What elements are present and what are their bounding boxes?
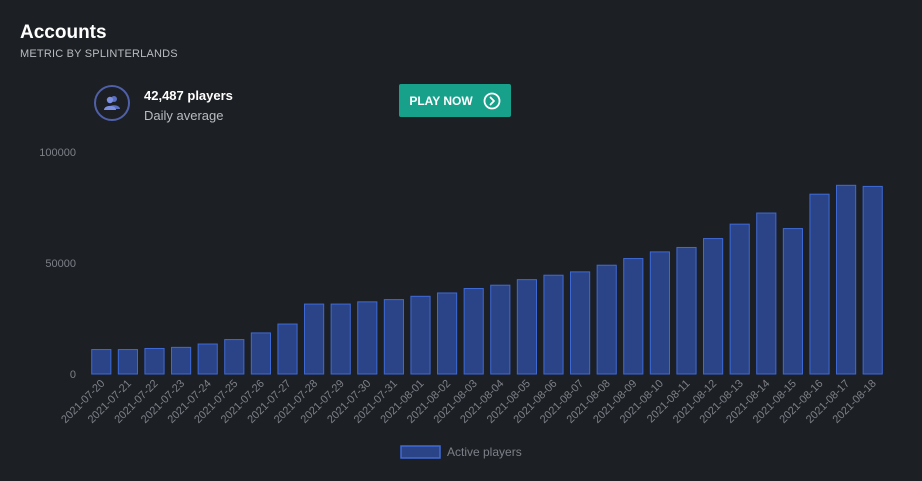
bar[interactable] [703,238,724,375]
users-icon [94,85,130,121]
daily-average-value: 42,487 players [144,88,233,103]
bar[interactable] [809,193,830,375]
legend: Active players [400,445,522,459]
y-tick-label: 50000 [45,258,76,270]
y-tick-label: 0 [70,369,76,381]
daily-average-label: Daily average [144,108,224,123]
bar[interactable] [729,223,750,375]
x-axis: 2021-07-202021-07-212021-07-222021-07-23… [59,378,879,426]
page-subtitle: METRIC BY SPLINTERLANDS [20,48,178,60]
bar[interactable] [224,339,245,375]
bar[interactable] [197,343,218,375]
bar[interactable] [250,332,271,375]
bar[interactable] [623,258,644,375]
y-tick-label: 100000 [39,147,76,159]
bar[interactable] [437,292,458,375]
legend-label[interactable]: Active players [447,445,522,459]
legend-swatch[interactable] [400,445,441,459]
bar[interactable] [463,288,484,375]
bar[interactable] [383,299,404,375]
bar[interactable] [357,301,378,375]
bar[interactable] [171,346,192,375]
bar[interactable] [676,246,697,375]
y-axis: 0 50000 100000 [39,147,76,381]
bar[interactable] [862,185,883,375]
bar[interactable] [516,279,537,375]
bar[interactable] [330,303,351,375]
bar[interactable] [277,323,298,375]
bar[interactable] [570,271,591,375]
chevron-right-circle-icon [483,92,501,110]
bars [91,184,883,375]
bar[interactable] [490,284,511,375]
bar[interactable] [649,251,670,375]
bar[interactable] [782,228,803,375]
bar[interactable] [756,212,777,375]
bar[interactable] [91,349,112,375]
bar[interactable] [410,295,431,375]
bar[interactable] [304,303,325,375]
bar[interactable] [543,274,564,375]
play-now-label: PLAY NOW [409,93,473,108]
bar[interactable] [144,347,165,375]
bar[interactable] [596,264,617,375]
page-title: Accounts [20,22,107,43]
bar[interactable] [836,184,857,375]
play-now-button[interactable]: PLAY NOW [399,84,511,117]
bar[interactable] [117,349,138,375]
